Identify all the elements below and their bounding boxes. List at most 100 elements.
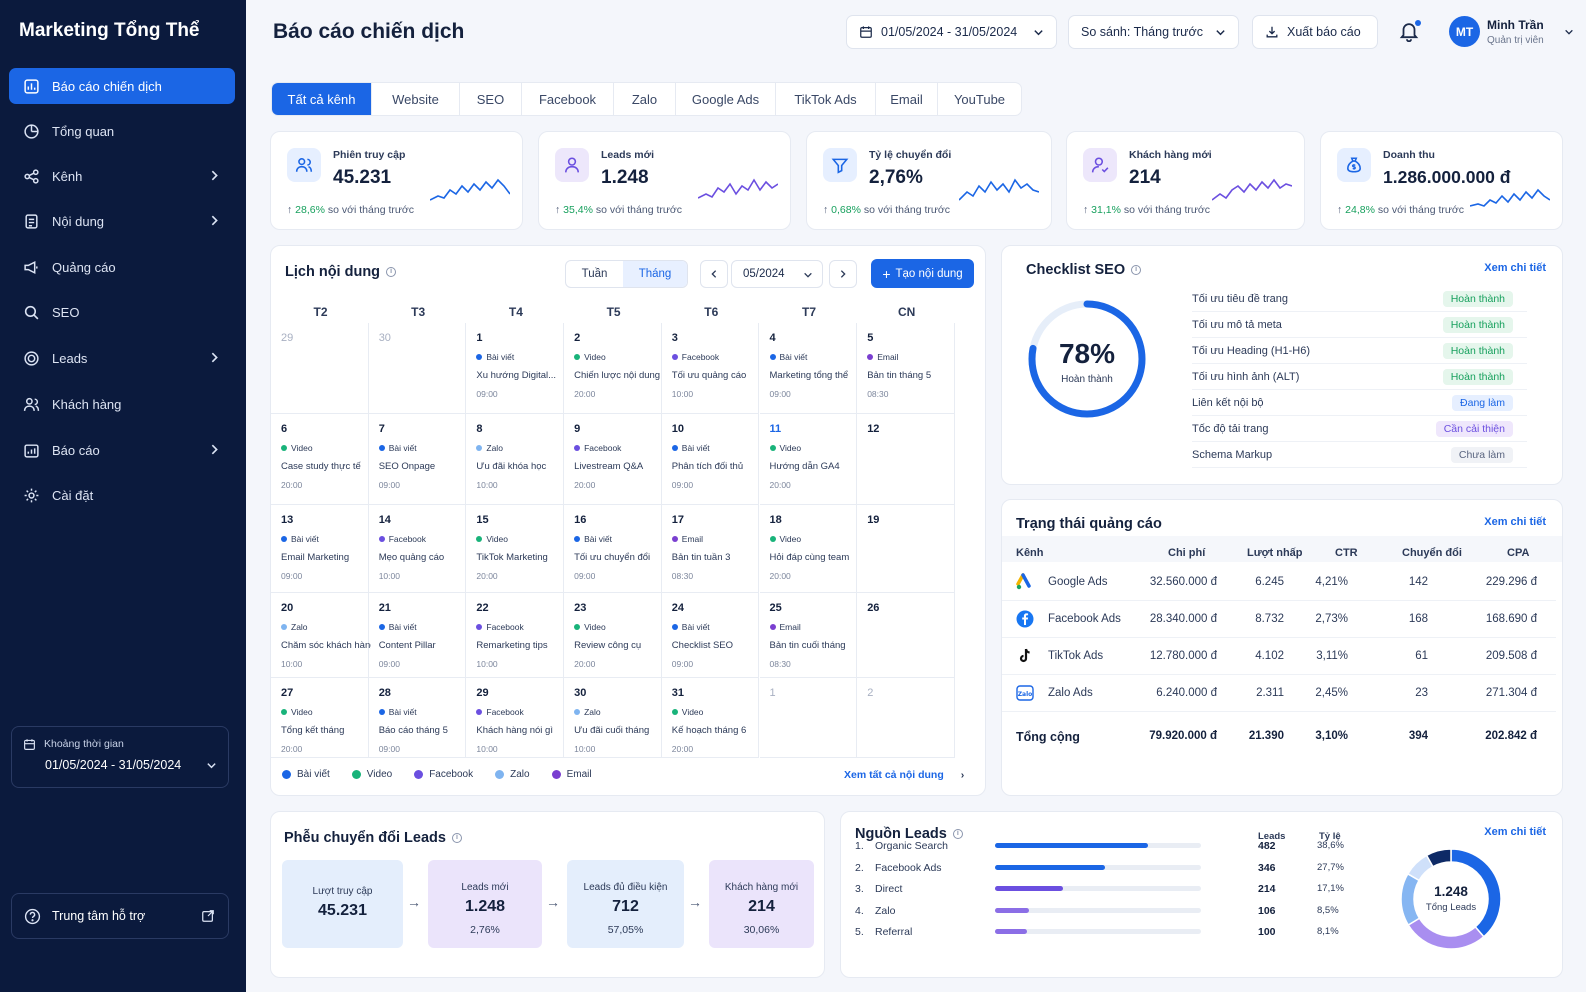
ads-table-row[interactable]: TikTok Ads 12.780.000 đ 4.102 3,11% 61 209.50… [1002,638,1556,675]
notification-button[interactable] [1398,20,1422,44]
source-name: Direct [875,883,903,895]
calendar-day[interactable]: 18 Video Hỏi đáp cùng team 20:00 [759,505,858,593]
view-all-content-link[interactable]: Xem tất cả nội dung › [844,769,964,781]
calendar-day[interactable]: 6 Video Case study thực tế 20:00 [271,414,369,505]
period-selector[interactable]: Khoảng thời gian 01/05/2024 - 31/05/2024 [11,726,229,788]
ads-view-detail-link[interactable]: Xem chi tiết [1484,516,1546,528]
ads-cell-channel: Google Ads [1048,576,1108,588]
calendar-day[interactable]: 21 Bài viết Content Pillar 09:00 [368,593,467,678]
source-rate: 8,5% [1317,904,1339,916]
tab-google-ads[interactable]: Google Ads [676,83,776,115]
ads-table-row[interactable]: Zalo Zalo Ads 6.240.000 đ 2.311 2,45% 23 271.3… [1002,675,1556,712]
calendar-day[interactable]: 22 Facebook Remarketing tips 10:00 [466,593,565,678]
calendar-day[interactable]: 3 Facebook Tối ưu quảng cáo 10:00 [661,323,760,414]
legend-item: Bài viết [282,769,330,780]
source-rank: 4. [855,904,864,917]
calendar-day-outside[interactable]: 1 [759,678,858,758]
calendar-day[interactable]: 4 Bài viết Marketing tổng thể 09:00 [759,323,858,414]
ads-table-row[interactable]: Facebook Ads 28.340.000 đ 8.732 2,73% 168 168… [1002,601,1556,638]
calendar-day[interactable]: 30 Zalo Ưu đãi cuối tháng 10:00 [564,678,662,758]
calendar-day[interactable]: 10 Bài viết Phân tích đối thủ 09:00 [661,414,760,505]
sidebar-item-leads[interactable]: Leads [9,340,235,376]
tab-tiktok-ads[interactable]: TikTok Ads [776,83,876,115]
dot-icon [551,770,561,779]
sparkline [959,178,1039,201]
view-week-button[interactable]: Tuần [581,268,608,280]
seo-view-detail-link[interactable]: Xem chi tiết [1484,262,1546,274]
calendar-day[interactable]: 27 Video Tổng kết tháng 20:00 [271,678,369,758]
calendar-day[interactable]: 13 Bài viết Email Marketing 09:00 [271,505,369,593]
sparkline [1470,188,1550,207]
calendar-day[interactable]: 8 Zalo Ưu đãi khóa học 10:00 [466,414,565,505]
calendar-day[interactable]: 31 Video Kế hoạch tháng 6 20:00 [661,678,760,758]
tab-website[interactable]: Website [372,83,460,115]
lead-source-row[interactable]: 5. Referral 100 8,1% [855,922,1345,943]
sidebar-item-settings[interactable]: Cài đặt [9,477,235,513]
prev-month-button[interactable] [700,260,728,288]
sources-view-detail-link[interactable]: Xem chi tiết [1484,826,1546,838]
tab-zalo[interactable]: Zalo [614,83,676,115]
calendar-day[interactable]: 1 Bài viết Xu hướng Digital... 09:00 [466,323,565,414]
calendar-day[interactable]: 7 Bài viết SEO Onpage 09:00 [368,414,467,505]
create-content-button[interactable]: + Tạo nội dung [871,259,974,288]
sidebar-item-content[interactable]: Nội dung [9,203,235,239]
dot-icon [867,354,874,360]
sidebar-item-overview[interactable]: Tổng quan [9,113,235,149]
calendar-day[interactable]: 9 Facebook Livestream Q&A 20:00 [564,414,662,505]
sidebar-item-campaign-report[interactable]: Báo cáo chiến dịch [9,68,235,104]
sparkline [698,178,778,199]
calendar-day[interactable]: 28 Bài viết Báo cáo tháng 5 09:00 [368,678,467,758]
tab-facebook[interactable]: Facebook [522,83,614,115]
calendar-day[interactable]: 2 Video Chiến lược nội dung 20:00 [564,323,662,414]
calendar-day[interactable]: 25 Email Bản tin cuối tháng 08:30 [759,593,858,678]
document-icon [25,213,38,229]
lead-source-row[interactable]: 4. Zalo 106 8,5% [855,901,1345,922]
sidebar-item-ads[interactable]: Quảng cáo [9,249,235,285]
dot-icon [378,624,385,630]
lead-source-row[interactable]: 3. Direct 214 17,1% [855,879,1345,900]
calendar-day[interactable]: 14 Facebook Mẹo quảng cáo 10:00 [368,505,467,593]
calendar-day[interactable]: 29 Facebook Khách hàng nói gì 10:00 [466,678,565,758]
day-number: 5 [867,332,874,344]
sidebar-item-customers[interactable]: Khách hàng [9,386,235,422]
compare-select[interactable]: So sánh: Tháng trước [1068,15,1239,49]
support-center[interactable]: Trung tâm hỗ trợ [11,893,229,939]
event-tag: Email [867,352,898,362]
calendar-day-outside[interactable]: 29 [271,323,369,414]
next-month-button[interactable] [829,260,857,288]
lead-source-row[interactable]: 2. Facebook Ads 346 27,7% [855,858,1345,879]
tab-youtube[interactable]: YouTube [953,91,1006,107]
calendar-day[interactable]: 15 Video TikTok Marketing 20:00 [466,505,565,593]
calendar-day[interactable]: 16 Bài viết Tối ưu chuyển đổi 09:00 [564,505,662,593]
calendar-day[interactable]: 24 Bài viết Checklist SEO 09:00 [661,593,760,678]
event-time: 10:00 [671,389,694,399]
calendar-day[interactable]: 17 Email Bản tin tuần 3 08:30 [661,505,760,593]
calendar-day[interactable]: 12 [857,414,955,505]
sidebar-item-channels[interactable]: Kênh [9,158,235,194]
month-select[interactable]: 05/2024 [731,260,823,288]
ads-table-header-bg [1002,536,1562,562]
export-report-button[interactable]: Xuất báo cáo [1252,15,1378,49]
calendar-day[interactable]: 26 [857,593,955,678]
calendar-day[interactable]: 20 Zalo Chăm sóc khách hàng 10:00 [271,593,371,678]
dot-icon [671,354,678,360]
calendar-day[interactable]: 11 Video Hướng dẫn GA4 20:00 [759,414,858,505]
tab-seo[interactable]: SEO [460,83,522,115]
sidebar-item-reports[interactable]: Báo cáo [9,432,235,468]
calendar-day-outside[interactable]: 2 [857,678,955,758]
date-range-picker[interactable]: 01/05/2024 - 31/05/2024 [846,15,1057,49]
lead-source-row[interactable]: 1. Organic Search 482 38,6% [855,836,1345,857]
user-menu[interactable]: MT Minh Trần Quản trị viên [1449,16,1574,50]
calendar-day[interactable]: 19 [857,505,955,593]
ads-table-row[interactable]: Google Ads 32.560.000 đ 6.245 4,21% 142 229.2… [1002,564,1556,601]
calendar-day[interactable]: 5 Email Bản tin tháng 5 08:30 [857,323,955,414]
sidebar-item-seo[interactable]: SEO [9,294,235,330]
calendar-day-outside[interactable]: 30 [368,323,467,414]
info-icon: i [1131,265,1142,276]
calendar-day[interactable]: 23 Video Review công cụ 20:00 [564,593,662,678]
tab-all-channels[interactable]: Tất cả kênh [272,83,372,115]
view-month-button[interactable]: Tháng [623,261,687,287]
notification-dot [1415,20,1421,26]
event-time: 20:00 [769,571,791,581]
tab-email[interactable]: Email [876,83,938,115]
